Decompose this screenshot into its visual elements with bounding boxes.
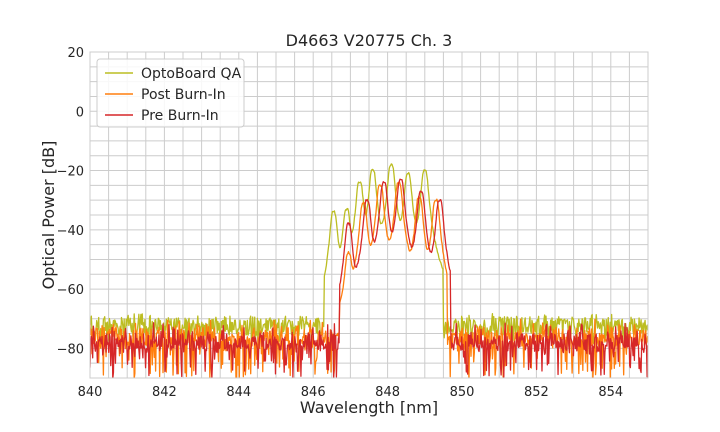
legend-label: Pre Burn-In: [141, 108, 219, 124]
x-tick-label: 844: [226, 385, 251, 400]
x-tick-label: 846: [301, 385, 326, 400]
x-tick-label: 848: [375, 385, 400, 400]
y-tick-label: −40: [57, 224, 84, 239]
series-lines: [90, 163, 648, 378]
y-tick-label: −80: [57, 342, 84, 357]
legend: OptoBoard QA Post Burn-In Pre Burn-In: [96, 58, 245, 128]
y-tick-label: −20: [57, 165, 84, 180]
y-tick-label: 20: [67, 46, 84, 61]
series-line-3: [90, 178, 648, 378]
chart-title: D4663 V20775 Ch. 3: [286, 31, 453, 50]
x-tick-label: 850: [450, 385, 475, 400]
x-tick-label: 840: [78, 385, 103, 400]
legend-label: OptoBoard QA: [141, 66, 242, 82]
x-tick-label: 854: [598, 385, 623, 400]
y-tick-label: −60: [57, 283, 84, 298]
x-axis-label: Wavelength [nm]: [300, 398, 438, 417]
x-tick-label: 852: [524, 385, 549, 400]
legend-box: [96, 58, 245, 128]
x-tick-label: 842: [152, 385, 177, 400]
legend-label: Post Burn-In: [141, 87, 226, 103]
y-tick-label: 0: [76, 105, 84, 120]
plot-frame: [89, 51, 649, 379]
tick-labels: 840 842 844 846 848 850 852 854 20 0 −20 −40 −60 −80: [57, 46, 624, 400]
y-axis-label: Optical Power [dB]: [39, 141, 58, 290]
